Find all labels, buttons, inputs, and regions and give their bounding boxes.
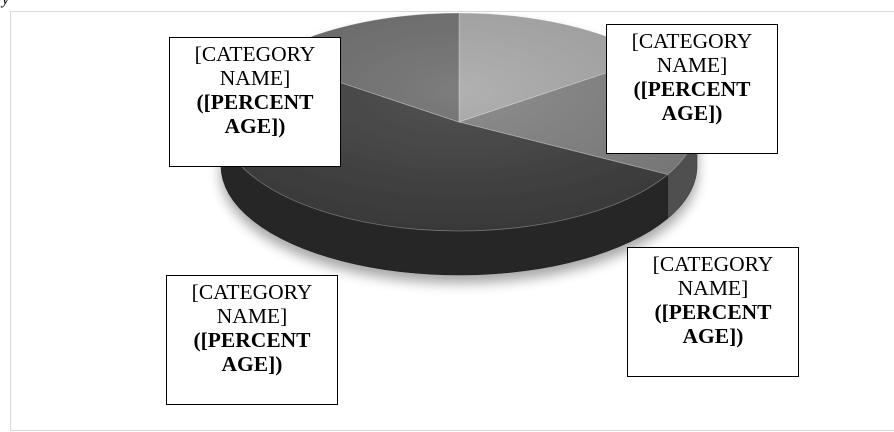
chart-area: [CATEGORY NAME] ([PERCENT AGE]) [CATEGOR… — [10, 11, 894, 431]
data-label-percentage: ([PERCENT AGE]) — [654, 300, 772, 348]
partial-text-above-chart: y — [2, 0, 9, 9]
data-label-slice-1: [CATEGORY NAME] ([PERCENT AGE]) — [606, 24, 778, 154]
data-label-percentage: ([PERCENT AGE]) — [633, 77, 751, 125]
data-label-category: [CATEGORY NAME] — [191, 280, 313, 328]
data-label-category: [CATEGORY NAME] — [194, 42, 316, 90]
data-label-slice-2: [CATEGORY NAME] ([PERCENT AGE]) — [627, 247, 799, 377]
data-label-percentage: ([PERCENT AGE]) — [196, 90, 314, 138]
data-label-slice-4: [CATEGORY NAME] ([PERCENT AGE]) — [169, 37, 341, 167]
data-label-slice-3: [CATEGORY NAME] ([PERCENT AGE]) — [166, 275, 338, 405]
data-label-category: [CATEGORY NAME] — [631, 29, 753, 77]
data-label-category: [CATEGORY NAME] — [652, 252, 774, 300]
data-label-percentage: ([PERCENT AGE]) — [193, 328, 311, 376]
